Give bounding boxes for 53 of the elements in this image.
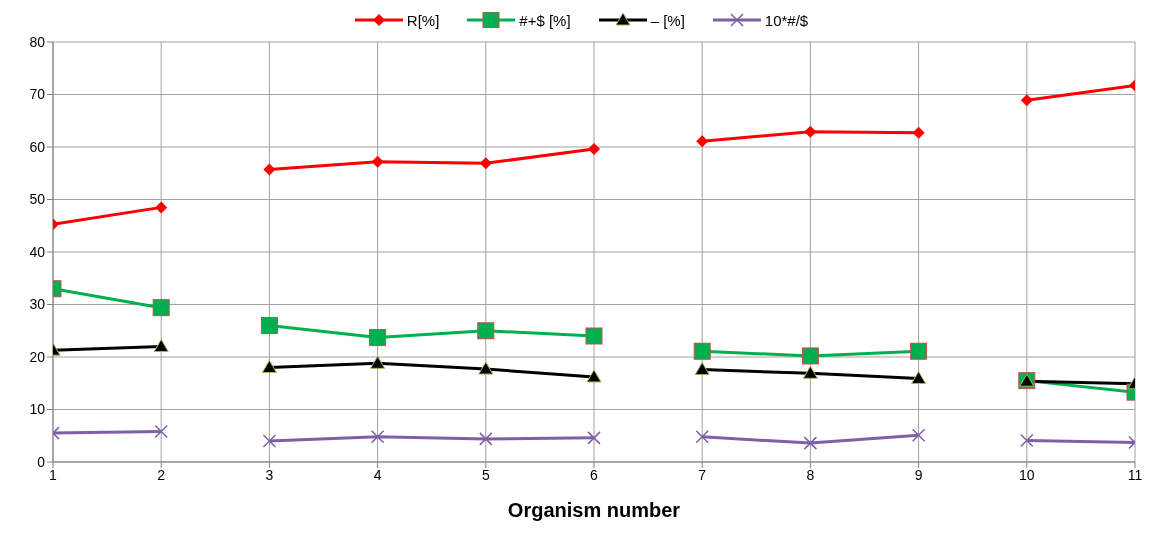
point <box>477 322 495 340</box>
point <box>370 430 385 444</box>
point <box>588 143 600 156</box>
point <box>912 126 925 139</box>
x-tick-label: 3 <box>265 466 274 483</box>
y-tick-label: 30 <box>29 296 46 313</box>
point <box>371 155 384 168</box>
point <box>262 434 277 448</box>
y-tick-label: 20 <box>29 348 46 365</box>
x-tick-label: 6 <box>590 466 599 483</box>
point <box>260 317 278 334</box>
y-tick-label: 60 <box>29 138 46 155</box>
point <box>369 329 387 347</box>
x-tick-label: 7 <box>698 466 707 483</box>
point <box>587 431 601 445</box>
legend-label: R[%] <box>406 11 440 29</box>
point <box>803 436 818 450</box>
point <box>802 365 818 379</box>
point <box>261 360 277 373</box>
y-tick-label: 0 <box>37 453 46 470</box>
point <box>479 157 492 170</box>
x-tick-label: 5 <box>481 466 490 483</box>
y-tick-label: 50 <box>29 191 46 208</box>
y-tick-label: 80 <box>29 33 46 50</box>
point <box>693 342 711 360</box>
point <box>370 355 386 369</box>
point <box>911 371 927 385</box>
x-tick-label: 1 <box>49 466 58 483</box>
legend-label: #+$ [%] <box>519 11 571 29</box>
x-tick-label: 9 <box>914 466 923 483</box>
point <box>910 342 928 360</box>
point <box>911 428 926 442</box>
point <box>263 163 276 176</box>
x-tick-label: 8 <box>806 466 815 483</box>
x-tick-label: 2 <box>157 466 166 483</box>
point <box>586 369 602 383</box>
x-tick-label: 10 <box>1019 466 1035 483</box>
point <box>695 430 709 444</box>
y-tick-label: 10 <box>29 401 46 418</box>
y-tick-label: 40 <box>29 243 46 260</box>
y-tick-label: 70 <box>29 86 46 103</box>
point <box>696 135 709 148</box>
point <box>694 362 710 376</box>
x-tick-label: 11 <box>1127 466 1143 483</box>
point <box>478 361 494 375</box>
legend-label: 10*#/$ <box>764 11 809 29</box>
point <box>585 327 603 345</box>
point <box>479 432 493 446</box>
point <box>804 125 817 138</box>
legend-label: – [%] <box>650 11 685 29</box>
x-axis-title: Organism number <box>507 499 681 521</box>
point <box>801 347 819 365</box>
x-tick-label: 4 <box>373 466 382 483</box>
